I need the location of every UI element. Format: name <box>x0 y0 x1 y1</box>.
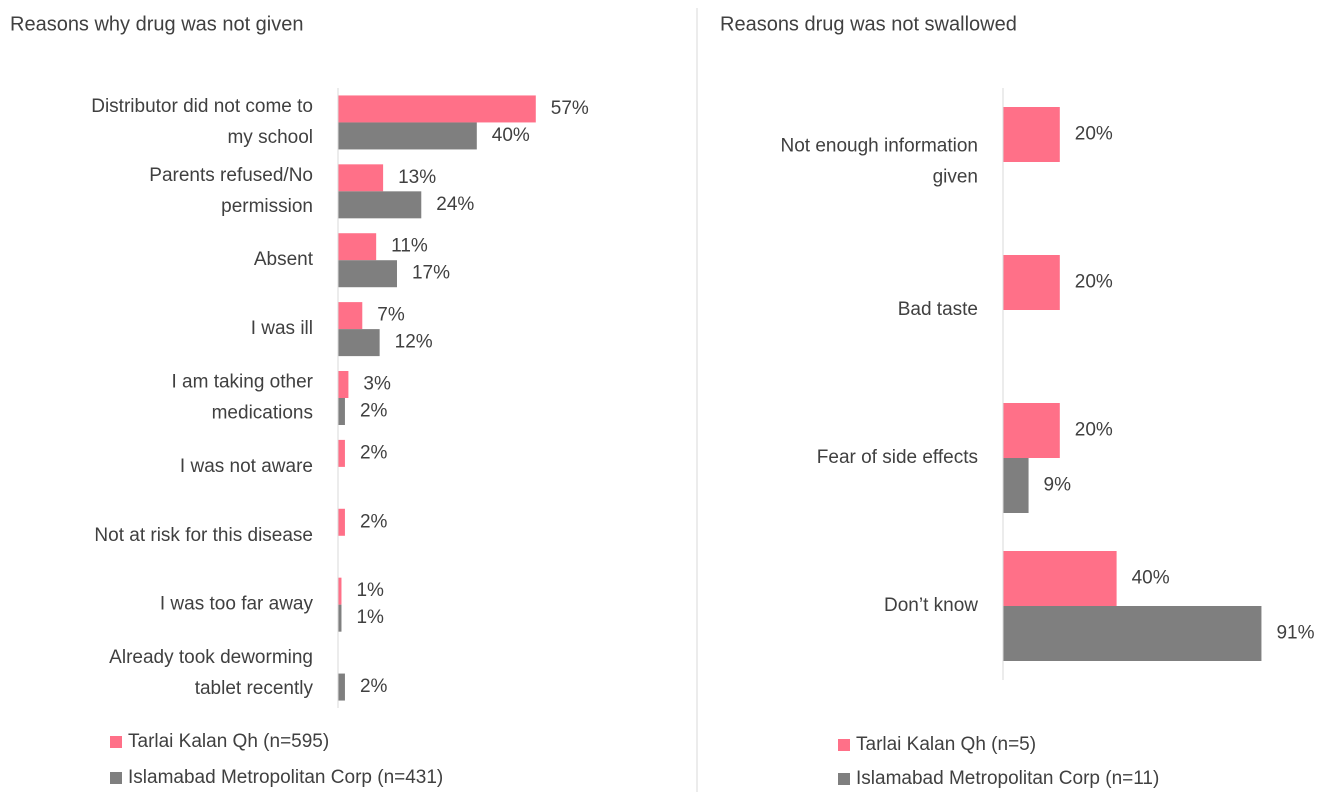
category-label: Fear of side effects <box>817 447 978 468</box>
category-label: I was too far away <box>160 594 314 615</box>
bar <box>1003 255 1060 310</box>
bar <box>338 329 380 357</box>
bar <box>338 508 345 536</box>
bar <box>1003 458 1029 513</box>
chart-title: Reasons why drug was not given <box>10 13 304 35</box>
legend-swatch <box>838 773 850 785</box>
bar <box>338 122 477 150</box>
bar <box>338 95 536 123</box>
data-label: 7% <box>377 305 405 326</box>
data-label: 2% <box>360 676 388 697</box>
data-label: 1% <box>356 580 384 601</box>
category-label: Absent <box>254 249 314 270</box>
legend-swatch <box>110 736 122 748</box>
bar <box>338 439 345 467</box>
data-label: 3% <box>363 374 391 395</box>
bar <box>338 604 342 632</box>
bar <box>338 302 363 330</box>
bar <box>338 577 342 605</box>
legend-swatch <box>838 739 850 751</box>
bar <box>338 398 345 425</box>
data-label: 17% <box>412 263 450 284</box>
bar <box>338 233 377 261</box>
legend-label: Islamabad Metropolitan Corp (n=431) <box>128 767 443 788</box>
data-label: 91% <box>1276 623 1314 644</box>
bar <box>1003 107 1060 162</box>
data-label: 13% <box>398 167 436 188</box>
bar <box>338 260 397 288</box>
data-label: 2% <box>360 511 388 532</box>
data-label: 20% <box>1075 124 1113 145</box>
bar <box>1003 403 1060 458</box>
category-label: I was not aware <box>180 456 313 477</box>
category-label: Parents refused/No permission <box>149 165 313 217</box>
data-label: 9% <box>1044 475 1072 496</box>
category-label: Not at risk for this disease <box>94 525 313 546</box>
category-label: Don’t know <box>884 595 978 616</box>
category-label: I was ill <box>251 318 313 339</box>
data-label: 24% <box>436 194 474 215</box>
data-label: 57% <box>551 98 589 119</box>
data-label: 20% <box>1075 420 1113 441</box>
data-label: 1% <box>356 607 384 628</box>
legend-swatch <box>110 772 122 784</box>
bar <box>1003 551 1117 606</box>
data-label: 2% <box>360 401 388 422</box>
category-label: Distributor did not come to my school <box>91 96 313 148</box>
data-label: 12% <box>395 332 433 353</box>
legend-label: Islamabad Metropolitan Corp (n=11) <box>856 768 1159 789</box>
category-label: I am taking other medications <box>171 372 313 424</box>
bar <box>1003 606 1262 661</box>
category-label: Already took deworming tablet recently <box>109 647 313 699</box>
data-label: 40% <box>492 125 530 146</box>
data-label: 40% <box>1132 568 1170 589</box>
bar <box>338 673 345 701</box>
bar <box>338 164 384 192</box>
bar <box>338 191 422 219</box>
data-label: 20% <box>1075 272 1113 293</box>
data-label: 11% <box>391 236 428 257</box>
data-label: 2% <box>360 442 388 463</box>
category-label: Bad taste <box>898 299 978 320</box>
legend-label: Tarlai Kalan Qh (n=595) <box>128 731 329 752</box>
bar <box>338 371 349 398</box>
legend-label: Tarlai Kalan Qh (n=5) <box>856 734 1036 755</box>
chart-title: Reasons drug was not swallowed <box>720 13 1017 35</box>
category-label: Not enough information given <box>780 136 978 188</box>
